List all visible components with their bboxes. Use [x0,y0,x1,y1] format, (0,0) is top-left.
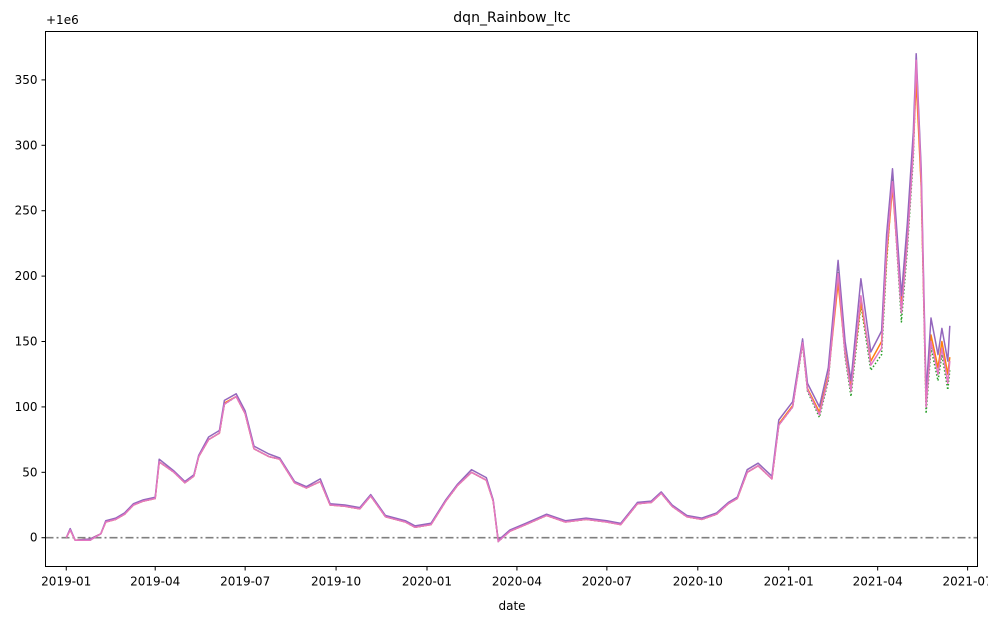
y-tick-label: 0 [30,531,38,545]
y-tick-label: 150 [15,335,38,349]
x-tick-label: 2021-01 [764,575,814,589]
x-tick-label: 2021-04 [853,575,903,589]
series-line-4 [65,59,951,543]
x-tick-label: 2019-01 [41,575,91,589]
x-tick-label: 2020-07 [582,575,632,589]
chart-title: dqn_Rainbow_ltc [453,10,570,26]
y-tick-label: 50 [22,465,37,479]
x-tick-label: 2019-07 [220,575,270,589]
series-line-2 [65,79,951,542]
x-tick-label: 2020-01 [402,575,452,589]
x-tick-label: 2020-10 [673,575,723,589]
axes-frame [45,31,978,567]
y-tick-label: 100 [15,400,38,414]
plot-area: 2019-01 2019-04 2019-07 2019-10 2020-01 2020-… [15,52,988,589]
y-offset-label: +1e6 [46,13,79,27]
x-tick-label: 2019-04 [130,575,180,589]
x-tick-label: 2021-07 [943,575,988,589]
series-line-1 [65,63,951,543]
y-tick-label: 350 [15,73,38,87]
x-tick-label: 2020-04 [492,575,542,589]
y-tick-label: 200 [15,269,38,283]
series-line-3 [65,52,951,542]
x-tick-label: 2019-10 [311,575,361,589]
y-tick-label: 300 [15,138,38,152]
x-axis-label: date [498,599,525,613]
y-tick-label: 250 [15,204,38,218]
